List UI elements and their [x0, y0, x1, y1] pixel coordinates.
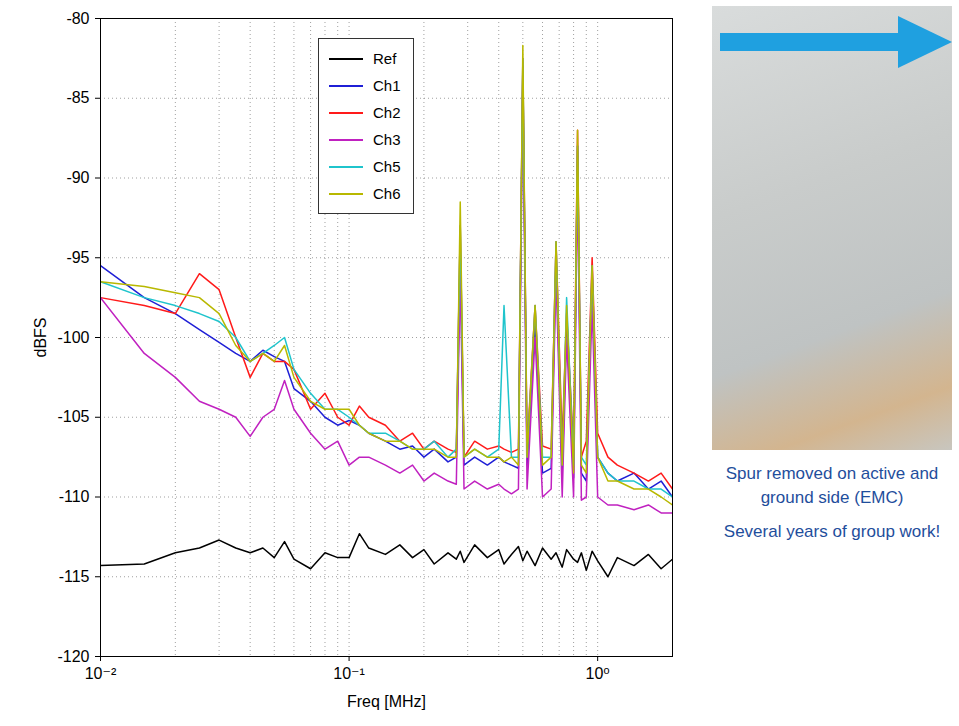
- svg-text:10⁻¹: 10⁻¹: [333, 665, 365, 682]
- html-text:Ref: Ref: [373, 50, 397, 67]
- svg-text:dBFS: dBFS: [32, 317, 49, 357]
- svg-text:Freq [MHz]: Freq [MHz]: [347, 693, 426, 710]
- svg-text:-100: -100: [57, 329, 89, 346]
- html-text:Several years of group work!: Several years of group work!: [723, 522, 941, 541]
- html-text:Ch1: Ch1: [373, 77, 401, 94]
- svg-text:-80: -80: [66, 10, 89, 27]
- svg-text:-105: -105: [57, 408, 89, 425]
- html-text:Ch3: Ch3: [373, 131, 401, 148]
- svg-text:-120: -120: [57, 648, 89, 665]
- svg-text:10⁰: 10⁰: [586, 665, 610, 682]
- html-text:Ch6: Ch6: [373, 185, 401, 202]
- svg-text:-90: -90: [66, 169, 89, 186]
- html-text:Spur removed on active and gro: Spur removed on active and ground side (…: [725, 464, 939, 507]
- html-text:Ch5: Ch5: [373, 158, 401, 175]
- svg-text:-110: -110: [59, 488, 90, 505]
- html-text:Ch2: Ch2: [373, 104, 401, 121]
- svg-text:-85: -85: [66, 89, 89, 106]
- svg-text:-95: -95: [66, 249, 89, 266]
- svg-text:-115: -115: [59, 568, 90, 585]
- svg-text:10⁻²: 10⁻²: [85, 665, 117, 682]
